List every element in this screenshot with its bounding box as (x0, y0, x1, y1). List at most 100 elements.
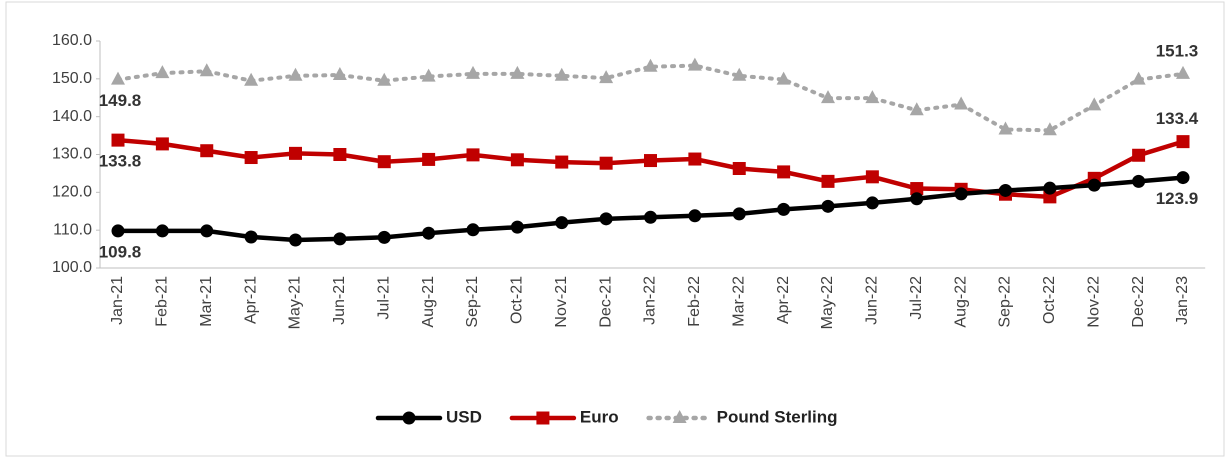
point (377, 155, 391, 169)
y-tick-label: 110.0 (53, 221, 92, 238)
x-tick-label: Feb-21 (154, 276, 171, 327)
point (865, 196, 879, 210)
point (421, 68, 436, 82)
point (1043, 181, 1057, 195)
point (777, 202, 791, 216)
y-tick-label: 130.0 (52, 146, 92, 163)
legend-label: Euro (580, 407, 619, 426)
point (199, 63, 214, 77)
point (821, 199, 835, 213)
point (644, 210, 657, 224)
x-tick-label: Apr-21 (242, 276, 259, 324)
point (776, 71, 791, 85)
point (155, 137, 169, 151)
point (687, 57, 702, 71)
x-tick-label: Jun-22 (864, 276, 881, 325)
point (1176, 135, 1190, 149)
point (244, 151, 258, 165)
x-tick-label: May-21 (287, 276, 304, 329)
point (599, 70, 614, 84)
x-tick-label: Feb-22 (686, 276, 703, 327)
point (643, 58, 658, 72)
point (555, 216, 569, 230)
y-tick-label: 100.0 (52, 259, 92, 276)
point (732, 161, 746, 175)
legend-label: Pound Sterling (717, 407, 838, 426)
point (1176, 171, 1190, 185)
point (244, 230, 258, 244)
chart-border (5, 1, 1225, 457)
data-label: 133.8 (99, 152, 142, 171)
x-tick-label: Nov-22 (1085, 276, 1102, 328)
point (111, 224, 125, 238)
point (377, 230, 391, 244)
point (377, 72, 392, 86)
point (554, 67, 569, 81)
point (510, 65, 525, 79)
point (821, 174, 835, 188)
point (1131, 71, 1146, 85)
x-tick-label: Nov-21 (553, 276, 570, 328)
point (1087, 97, 1102, 111)
series-line (116, 63, 1185, 133)
point (155, 224, 169, 238)
point (466, 223, 480, 237)
point (688, 209, 702, 223)
x-tick-label: Dec-22 (1130, 276, 1147, 328)
point (644, 154, 657, 168)
x-tick-label: Dec-21 (597, 276, 614, 328)
data-label: 133.4 (1156, 109, 1199, 128)
legend-marker (672, 410, 687, 423)
x-tick-label: Jun-21 (331, 276, 348, 325)
point (688, 152, 702, 166)
point (732, 207, 746, 221)
point (422, 152, 436, 166)
x-tick-label: Jan-23 (1174, 276, 1191, 325)
point (289, 233, 302, 247)
point (1042, 122, 1057, 136)
point (910, 182, 924, 196)
x-tick-label: Mar-22 (730, 276, 747, 327)
point (422, 226, 436, 240)
x-tick-label: Sep-21 (464, 276, 481, 328)
point (954, 96, 969, 110)
point (777, 165, 791, 179)
x-tick-label: Mar-21 (198, 276, 215, 327)
x-tick-label: Aug-22 (952, 276, 969, 328)
x-tick-label: Jul-21 (375, 276, 392, 320)
x-tick-label: Sep-22 (997, 276, 1014, 328)
point (865, 90, 880, 104)
x-tick-label: Oct-21 (509, 276, 526, 324)
point (510, 220, 524, 234)
point (333, 232, 347, 246)
legend-marker (402, 411, 416, 425)
x-tick-label: Apr-22 (775, 276, 792, 324)
series-line (115, 175, 1186, 243)
point (732, 67, 747, 81)
y-tick-label: 150.0 (52, 70, 92, 87)
data-label: 151.3 (1156, 41, 1199, 60)
point (244, 72, 259, 86)
point (111, 71, 125, 85)
point (466, 148, 480, 162)
point (909, 102, 924, 116)
legend-marker (536, 411, 550, 425)
point (333, 148, 347, 161)
point (200, 224, 214, 238)
data-label: 149.8 (99, 91, 142, 110)
data-label: 109.8 (99, 242, 142, 261)
x-tick-label: Oct-22 (1041, 276, 1058, 324)
point (1132, 174, 1146, 188)
point (111, 133, 125, 147)
point (599, 156, 613, 170)
point (910, 192, 924, 206)
point (599, 212, 613, 226)
data-label: 123.9 (1156, 189, 1199, 208)
point (466, 65, 480, 79)
point (999, 183, 1012, 197)
point (200, 144, 214, 158)
point (288, 67, 303, 81)
y-tick-label: 160.0 (52, 32, 92, 49)
x-tick-label: Jul-22 (908, 276, 925, 320)
point (289, 146, 302, 160)
